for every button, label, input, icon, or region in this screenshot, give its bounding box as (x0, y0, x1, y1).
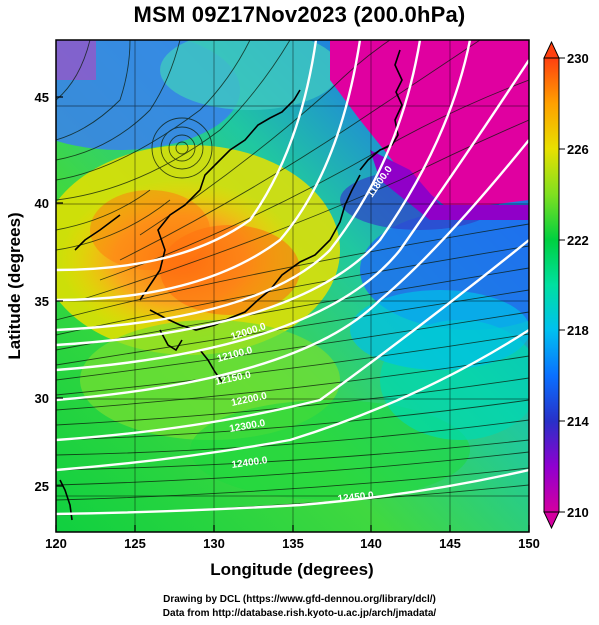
temperature-field (56, 40, 529, 532)
credit-drawing: Drawing by DCL (https://www.gfd-dennou.o… (163, 594, 436, 605)
colorbar-label: 218 (567, 323, 589, 338)
x-tick-label: 125 (124, 536, 146, 551)
x-tick-label: 145 (439, 536, 461, 551)
y-tick-label: 30 (35, 391, 49, 406)
y-tick-label: 35 (35, 294, 49, 309)
colorbar: 230 226 222 218 214 210 (543, 40, 589, 530)
y-tick-label: 40 (35, 196, 49, 211)
colorbar-bottom-arrow (543, 511, 560, 530)
y-tick-labels: 45 40 35 30 25 (35, 90, 49, 494)
colorbar-label: 214 (567, 414, 589, 429)
plot-title: MSM 09Z17Nov2023 (200.0hPa) (133, 2, 466, 27)
x-tick-labels: 120 125 130 135 140 145 150 (45, 536, 540, 551)
colorbar-label: 222 (567, 233, 589, 248)
contour-label: 12400.0 (231, 455, 269, 471)
axis-ticks (55, 96, 530, 532)
x-tick-label: 120 (45, 536, 67, 551)
colorbar-top-arrow (543, 40, 560, 59)
colorbar-label: 210 (567, 505, 589, 520)
x-tick-label: 140 (360, 536, 382, 551)
weather-map: 11800.0 12000.0 12100.0 12150.0 12200.0 … (5, 39, 589, 579)
colorbar-scale (543, 57, 560, 513)
y-tick-label: 25 (35, 479, 49, 494)
credit-data-source: Data from http://database.rish.kyoto-u.a… (162, 608, 437, 619)
y-tick-label: 45 (35, 90, 49, 105)
x-tick-label: 130 (203, 536, 225, 551)
x-tick-label: 150 (518, 536, 540, 551)
x-tick-label: 135 (282, 536, 304, 551)
colorbar-label: 226 (567, 142, 589, 157)
colorbar-label: 230 (567, 51, 589, 66)
contour-label: 12450.0 (337, 490, 375, 505)
x-axis-label: Longitude (degrees) (210, 560, 373, 579)
y-axis-label: Latitude (degrees) (5, 212, 24, 359)
